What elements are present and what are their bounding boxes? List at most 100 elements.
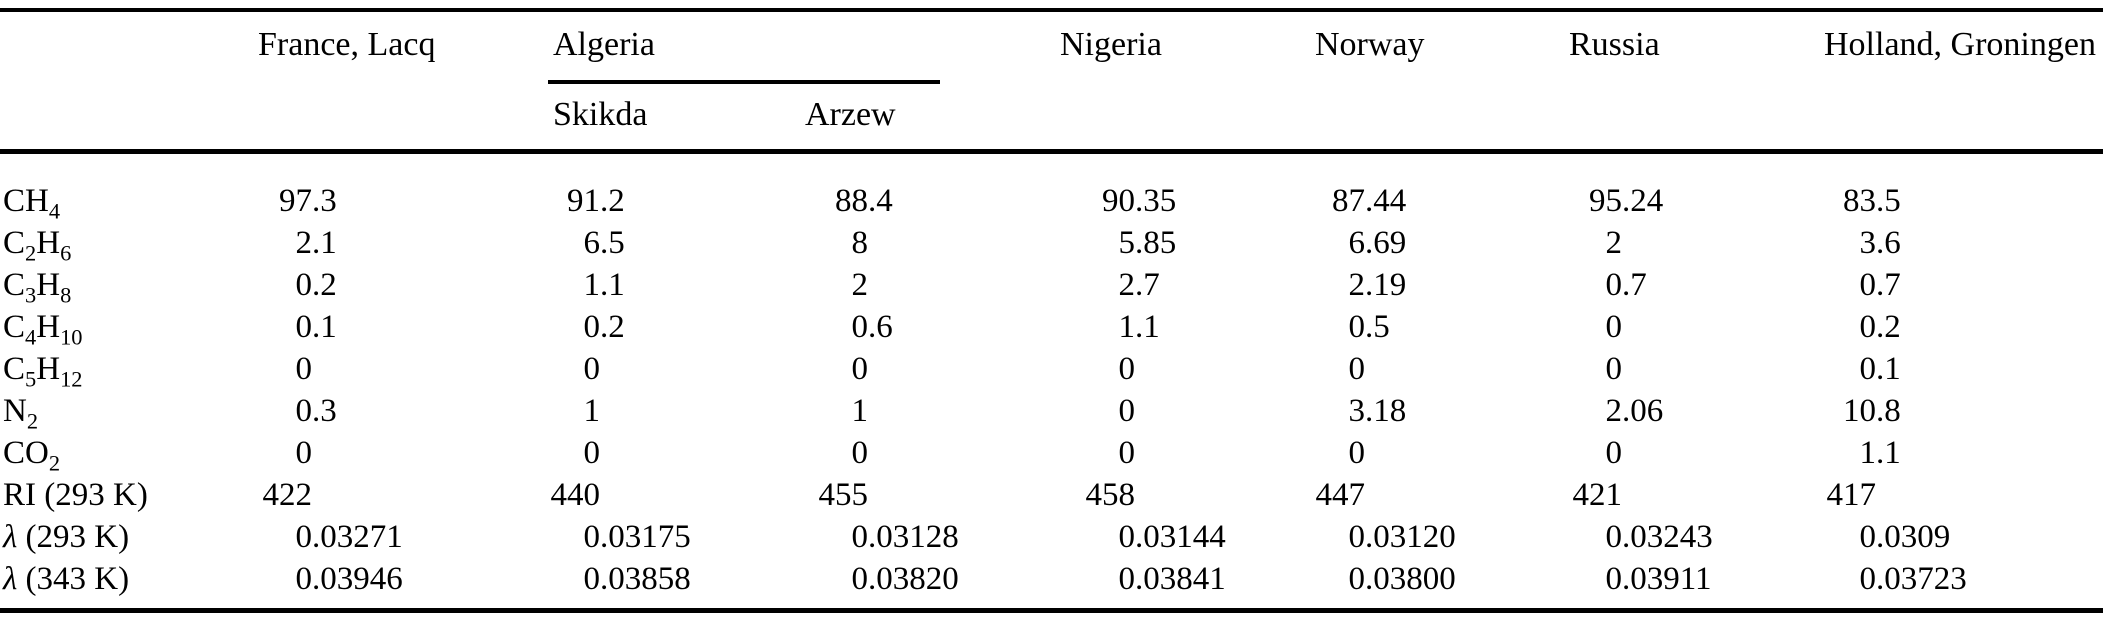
value-fraction-part: .7 (1876, 267, 1901, 303)
value-fraction-part: .0309 (1876, 519, 1951, 555)
table-cell: 0.3 (250, 390, 545, 432)
value-fraction-part (1135, 348, 1307, 390)
table-cell: 0.1 (1816, 348, 2103, 390)
table-cell: 0 (1307, 432, 1561, 474)
value-integer-part: 0 (1118, 393, 1136, 429)
row-label: N2 (3, 393, 39, 434)
value-fraction-part: .7 (1622, 267, 1647, 303)
value-integer-part: 2 (1348, 267, 1366, 303)
table-cell: 2.1 (250, 222, 545, 264)
value-integer-part: 1 (1118, 309, 1136, 345)
row-label: C5H12 (3, 351, 83, 392)
value-fraction-part (600, 432, 797, 474)
value-fraction-part: .18 (1365, 393, 1407, 429)
value-integer-part: 0 (1118, 351, 1136, 387)
table-cell: 6.69 (1307, 222, 1561, 264)
value-integer-part: 0 (1118, 519, 1136, 555)
table-cell: 1 (797, 390, 1052, 432)
table-cell: 0.03271 (250, 516, 545, 558)
table-cell: 88.4 (797, 180, 1052, 222)
value-integer-part: 0 (1859, 561, 1877, 597)
value-integer-part: 2 (1118, 267, 1136, 303)
value-integer-part: 0 (295, 393, 313, 429)
value-integer-part: 455 (818, 477, 869, 513)
value-fraction-part: .03723 (1876, 561, 1967, 597)
table-cell: 3.18 (1307, 390, 1561, 432)
value-fraction-part: .03841 (1135, 561, 1226, 597)
value-fraction-part: .5 (600, 225, 625, 261)
table-header: France, Lacq Algeria Nigeria Norway Russ… (0, 12, 2103, 149)
table-cell: 95.24 (1561, 180, 1816, 222)
column-group-header-algeria: Algeria (545, 12, 1052, 84)
value-fraction-part: .5 (1876, 183, 1901, 219)
value-fraction-part (868, 222, 1052, 264)
row-label: RI (293 K) (3, 477, 148, 513)
value-integer-part: 0 (851, 435, 869, 471)
value-fraction-part: .03128 (868, 519, 959, 555)
value-integer-part: 0 (851, 351, 869, 387)
table-cell: 2.19 (1307, 264, 1561, 306)
table-cell: 417 (1816, 474, 2103, 516)
value-integer-part: 0 (1605, 561, 1623, 597)
value-fraction-part: .2 (312, 267, 337, 303)
table-cell: 458 (1052, 474, 1307, 516)
table-cell: 0.2 (250, 264, 545, 306)
table-cell: 2.06 (1561, 390, 1816, 432)
value-fraction-part: .03271 (312, 519, 403, 555)
table-cell: 0 (797, 432, 1052, 474)
row-label: C3H8 (3, 267, 72, 308)
value-integer-part: 0 (1859, 267, 1877, 303)
value-fraction-part (1135, 474, 1307, 516)
value-fraction-part: .8 (1876, 393, 1901, 429)
value-fraction-part (1622, 432, 1816, 474)
table-cell: 83.5 (1816, 180, 2103, 222)
table-cell: 0.03120 (1307, 516, 1561, 558)
table-cell: 0.6 (797, 306, 1052, 348)
table-cell: 0 (1052, 348, 1307, 390)
value-integer-part: 5 (1118, 225, 1136, 261)
table-cell: 0.7 (1816, 264, 2103, 306)
table-cell: 421 (1561, 474, 1816, 516)
value-integer-part: 3 (1859, 225, 1877, 261)
value-integer-part: 0 (1118, 561, 1136, 597)
value-integer-part: 2 (295, 225, 313, 261)
table-cell: 0.7 (1561, 264, 1816, 306)
value-fraction-part (1622, 306, 1816, 348)
value-fraction-part: .03243 (1622, 519, 1713, 555)
table-cell: 440 (545, 474, 797, 516)
value-fraction-part (868, 432, 1052, 474)
corner-cell (0, 12, 250, 84)
table-cell: 0.1 (250, 306, 545, 348)
value-fraction-part: .3 (312, 183, 337, 219)
table-cell: 0.2 (545, 306, 797, 348)
value-fraction-part: .1 (312, 225, 337, 261)
value-fraction-part: .24 (1622, 183, 1664, 219)
value-integer-part: 0 (295, 561, 313, 597)
value-integer-part: 97 (279, 183, 312, 219)
table-cell: 10.8 (1816, 390, 2103, 432)
value-integer-part: 1 (851, 393, 869, 429)
value-fraction-part: .2 (600, 309, 625, 345)
table-cell: 91.2 (545, 180, 797, 222)
value-fraction-part: .85 (1135, 225, 1177, 261)
value-fraction-part (1622, 222, 1816, 264)
column-subheader-skikda: Skikda (553, 96, 648, 133)
value-fraction-part (312, 474, 545, 516)
table-cell: 0.03841 (1052, 558, 1307, 600)
column-header-norway: Norway (1315, 26, 1425, 63)
row-label: C2H6 (3, 225, 72, 266)
value-fraction-part: .03144 (1135, 519, 1226, 555)
table-cell: 0 (1561, 432, 1816, 474)
value-integer-part: 2 (1605, 225, 1623, 261)
table-cell: 0.03243 (1561, 516, 1816, 558)
column-subheader-arzew: Arzew (805, 96, 896, 133)
value-fraction-part: .1 (1135, 309, 1160, 345)
value-fraction-part: .03820 (868, 561, 959, 597)
value-integer-part: 0 (1605, 267, 1623, 303)
value-integer-part: 0 (295, 309, 313, 345)
table-cell: 0 (1052, 390, 1307, 432)
table-cell: 0 (1052, 432, 1307, 474)
table-cell: 2 (1561, 222, 1816, 264)
value-integer-part: 440 (550, 477, 601, 513)
